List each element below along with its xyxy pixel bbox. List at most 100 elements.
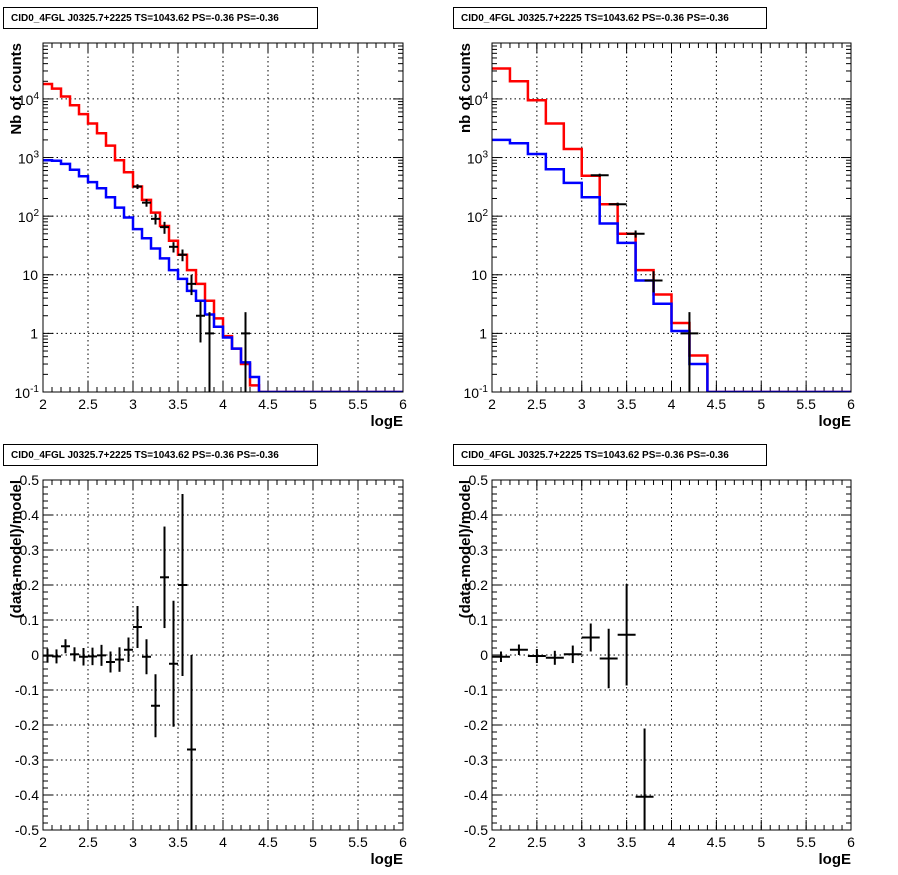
y-tick-label: 104 — [467, 91, 489, 108]
x-axis-title: logE — [371, 851, 404, 868]
plot-frame — [491, 479, 852, 831]
y-tick-label: 103 — [467, 150, 489, 167]
residual-point — [124, 637, 133, 662]
x-tick-label: 2.5 — [78, 396, 98, 412]
plot-frame — [42, 42, 404, 393]
x-tick-label: 2.5 — [78, 834, 98, 850]
x-tick-label: 5 — [757, 834, 765, 850]
x-tick-label: 3 — [129, 834, 137, 850]
y-tick-label: 1 — [479, 325, 487, 341]
x-tick-label: 5 — [309, 396, 317, 412]
y-tick-label: 0.1 — [20, 612, 40, 628]
plot-frame — [491, 42, 852, 393]
x-tick-label: 5 — [309, 834, 317, 850]
y-tick-label: 1 — [30, 325, 38, 341]
residual-point — [133, 606, 142, 648]
data-point — [680, 312, 699, 392]
residual-point — [545, 650, 564, 665]
x-tick-label: 4 — [668, 834, 676, 850]
data-point — [590, 173, 609, 177]
x-tick-label: 4 — [219, 834, 227, 850]
y-tick-label: 0 — [31, 647, 39, 663]
y-tick-label: 102 — [467, 208, 489, 225]
x-tick-label: 6 — [399, 834, 407, 850]
residual-point — [151, 674, 160, 738]
x-tick-label: 5.5 — [796, 834, 816, 850]
residual-point — [563, 645, 582, 664]
y-tick-label: 104 — [18, 91, 40, 108]
y-tick-label: 0.5 — [20, 472, 40, 488]
x-tick-label: 2.5 — [527, 834, 547, 850]
plot-area — [43, 494, 196, 830]
residual-point — [106, 651, 115, 673]
y-axis-title: (data-model)/model — [8, 480, 25, 618]
data-point — [205, 312, 214, 392]
x-tick-label: 5 — [757, 396, 765, 412]
y-tick-label: 103 — [18, 150, 40, 167]
residual-point — [169, 600, 178, 727]
x-tick-label: 3 — [578, 834, 586, 850]
y-tick-label: -0.3 — [15, 752, 39, 768]
x-tick-label: 6 — [399, 396, 407, 412]
y-axis-title: Nb of counts — [8, 43, 25, 135]
data-point — [608, 202, 627, 206]
x-tick-label: 4 — [219, 396, 227, 412]
residual-point — [160, 526, 169, 629]
x-tick-label: 6 — [847, 834, 855, 850]
chart-panel-0: 2 2.5 3 3.5 4 4.5 5 5.5 6 10-1 1 10 102 103 104 logE Nb … — [8, 42, 407, 430]
x-tick-label: 4.5 — [707, 396, 727, 412]
x-tick-label: 6 — [847, 396, 855, 412]
x-tick-label: 2 — [39, 396, 47, 412]
x-tick-label: 5.5 — [348, 396, 368, 412]
data-point — [241, 312, 250, 392]
y-tick-label: -0.5 — [464, 822, 488, 838]
residual-point — [617, 583, 636, 686]
chart-panel-2: 2 2.5 3 3.5 4 4.5 5 5.5 6 -0.5 -0.4 -0.3 -0.2 -0.1 0 0.… — [8, 472, 407, 868]
y-tick-label: -0.2 — [464, 717, 488, 733]
residual-point — [61, 639, 70, 654]
x-tick-label: 2 — [488, 834, 496, 850]
y-tick-label: -0.2 — [15, 717, 39, 733]
residual-point — [581, 623, 600, 652]
residual-point — [492, 651, 510, 662]
y-tick-label: 102 — [18, 208, 40, 225]
x-axis-title: logE — [819, 413, 852, 430]
x-tick-label: 3.5 — [617, 834, 637, 850]
data-point — [196, 301, 205, 343]
residual-point — [79, 648, 88, 666]
y-tick-label: 0.1 — [469, 612, 489, 628]
x-tick-label: 2 — [39, 834, 47, 850]
panel-title-bottom-right: CID0_4FGL J0325.7+2225 TS=1043.62 PS=-0.… — [453, 444, 767, 466]
chart-panel-1: 2 2.5 3 3.5 4 4.5 5 5.5 6 10-1 1 10 102 103 104 logE nb … — [457, 42, 855, 430]
x-tick-label: 3.5 — [168, 834, 188, 850]
model-source-histogram — [492, 138, 851, 392]
x-tick-label: 5.5 — [348, 834, 368, 850]
y-tick-label: -0.4 — [15, 787, 39, 803]
residual-point — [178, 494, 187, 676]
y-tick-label: 0.3 — [20, 542, 40, 558]
x-axis-title: logE — [819, 851, 852, 868]
panel-title-top-left: CID0_4FGL J0325.7+2225 TS=1043.62 PS=-0.… — [3, 7, 318, 29]
residual-point — [599, 628, 618, 689]
y-tick-label: 0.2 — [20, 577, 40, 593]
y-tick-label: 10 — [22, 267, 38, 283]
x-tick-label: 3 — [578, 396, 586, 412]
y-tick-label: -0.1 — [15, 682, 39, 698]
plot-area — [492, 67, 851, 392]
residual-point — [527, 649, 546, 664]
data-point — [644, 271, 663, 293]
x-tick-label: 3.5 — [617, 396, 637, 412]
y-tick-label: -0.3 — [464, 752, 488, 768]
residual-point — [635, 728, 654, 830]
y-axis-title: nb of counts — [457, 43, 474, 133]
residual-point — [70, 647, 79, 662]
x-tick-label: 2.5 — [527, 396, 547, 412]
plot-area — [43, 82, 403, 392]
x-tick-label: 4.5 — [258, 396, 278, 412]
x-tick-label: 4.5 — [258, 834, 278, 850]
data-point — [178, 249, 187, 262]
y-axis-title: (data-model)/model — [457, 480, 474, 618]
residual-point — [88, 647, 97, 666]
x-tick-label: 5.5 — [796, 396, 816, 412]
